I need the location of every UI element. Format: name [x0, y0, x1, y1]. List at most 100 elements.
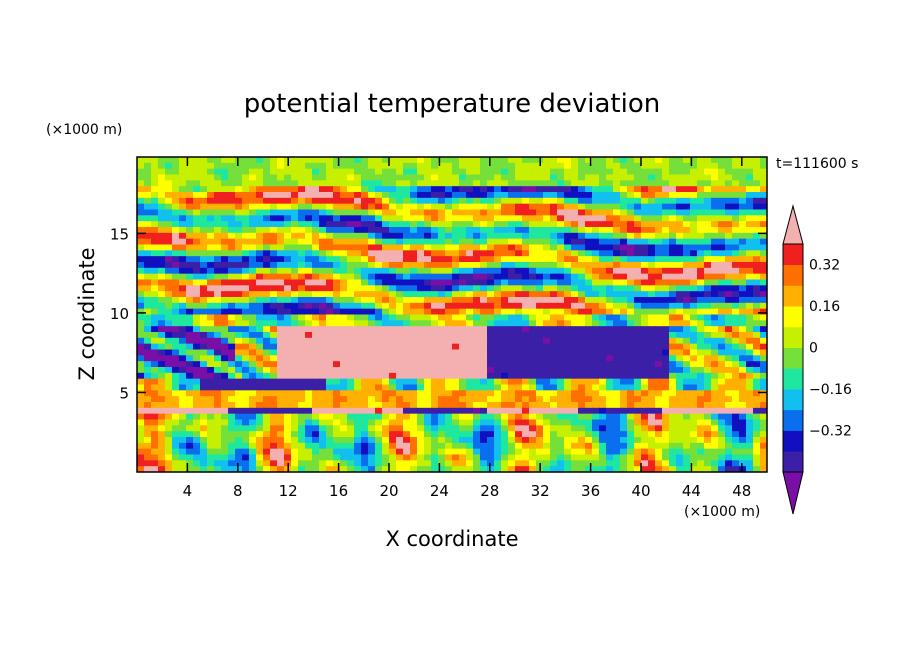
field-cell — [319, 273, 327, 281]
field-cell — [557, 355, 565, 362]
field-cell — [543, 267, 551, 275]
field-cell — [494, 425, 502, 432]
field-cell — [424, 355, 432, 362]
field-cell — [606, 297, 614, 304]
field-cell — [186, 460, 194, 467]
field-cell — [284, 302, 292, 310]
field-cell — [599, 332, 607, 339]
field-cell — [725, 192, 733, 199]
field-cell — [662, 320, 670, 327]
field-cell — [410, 168, 418, 176]
field-cell — [375, 384, 383, 391]
field-cell — [599, 302, 607, 310]
field-cell — [326, 343, 334, 351]
field-cell — [522, 349, 530, 356]
field-cell — [179, 157, 187, 164]
field-cell — [291, 332, 299, 339]
field-cell — [466, 262, 474, 269]
field-cell — [249, 314, 257, 321]
field-cell — [669, 174, 677, 181]
field-cell — [228, 343, 236, 351]
field-cell — [592, 320, 600, 327]
field-cell — [739, 448, 747, 456]
colorbar: 0.320.160−0.16−0.32 — [782, 204, 852, 515]
field-cell — [704, 384, 712, 391]
field-cell — [382, 378, 390, 386]
field-cell — [620, 168, 628, 176]
field-cell — [277, 367, 285, 374]
field-cell — [389, 174, 397, 181]
field-cell — [760, 396, 767, 403]
field-cell — [641, 209, 649, 216]
field-cell — [613, 302, 621, 310]
field-cell — [452, 291, 460, 298]
field-cell — [193, 297, 201, 304]
field-cell — [515, 291, 523, 298]
field-cell — [270, 402, 278, 409]
field-cell — [361, 355, 369, 362]
field-cell — [424, 378, 432, 386]
field-cell — [347, 273, 355, 281]
field-cell — [459, 402, 467, 409]
field-cell — [298, 227, 306, 234]
field-cell — [165, 302, 173, 310]
field-cell — [382, 197, 390, 205]
field-cell — [291, 262, 299, 269]
field-cell — [214, 332, 222, 339]
field-cell — [487, 250, 495, 257]
field-cell — [165, 320, 173, 327]
field-cell — [508, 273, 516, 281]
field-cell — [627, 425, 635, 432]
field-cell — [739, 203, 747, 211]
field-cell — [627, 174, 635, 181]
field-cell — [760, 250, 767, 257]
field-cell — [529, 291, 537, 298]
field-cell — [508, 186, 516, 193]
field-cell — [515, 215, 523, 222]
field-cell — [690, 227, 698, 234]
field-cell — [438, 378, 446, 386]
field-cell — [389, 448, 397, 456]
field-cell — [655, 425, 663, 432]
field-cell — [424, 437, 432, 444]
field-cell — [263, 215, 271, 222]
field-cell — [529, 203, 537, 211]
field-cell — [228, 180, 236, 187]
field-cell — [480, 267, 488, 275]
field-cell — [179, 337, 187, 345]
field-cell — [207, 180, 215, 187]
field-cell — [676, 384, 684, 391]
field-cell — [641, 279, 649, 286]
field-cell — [641, 425, 649, 432]
field-cell — [410, 250, 418, 257]
field-cell — [305, 442, 313, 450]
field-cell — [620, 384, 628, 391]
field-cell — [445, 180, 453, 187]
field-cell — [606, 402, 614, 409]
field-cell — [228, 355, 236, 362]
field-cell — [403, 372, 411, 380]
field-cell — [431, 337, 439, 345]
field-cell — [151, 162, 159, 170]
field-cell — [312, 197, 320, 205]
field-cell — [256, 162, 264, 170]
field-cell — [704, 256, 712, 263]
field-cell — [375, 221, 383, 228]
field-cell — [333, 396, 341, 403]
field-cell — [760, 454, 767, 461]
field-cell — [235, 407, 243, 415]
field-cell — [305, 466, 313, 472]
field-cell — [354, 454, 362, 461]
field-cell — [711, 197, 719, 205]
field-cell — [361, 448, 369, 456]
field-cell — [543, 372, 551, 380]
field-cell — [599, 197, 607, 205]
field-cell — [718, 291, 726, 298]
field-cell — [725, 227, 733, 234]
field-cell — [718, 174, 726, 181]
field-cell — [550, 297, 558, 304]
field-cell — [753, 332, 761, 339]
field-cell — [655, 454, 663, 461]
field-cell — [235, 262, 243, 269]
field-cell — [396, 285, 404, 292]
